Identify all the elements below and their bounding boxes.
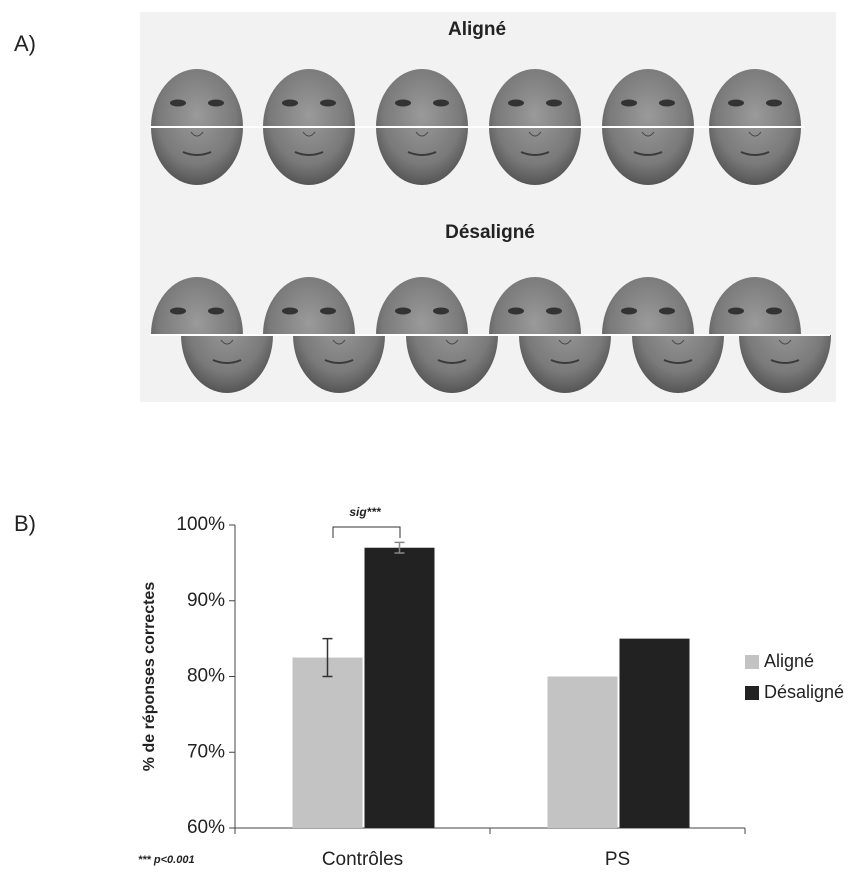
eye	[728, 100, 744, 107]
bar	[293, 658, 363, 828]
eye	[282, 308, 298, 315]
eye	[433, 100, 449, 107]
eye	[395, 308, 411, 315]
eye	[546, 100, 562, 107]
eye	[433, 308, 449, 315]
eye	[170, 100, 186, 107]
legend-label: Désaligné	[764, 682, 844, 702]
row-title: Désaligné	[445, 222, 535, 243]
footnote: *** p<0.001	[138, 854, 195, 866]
eye	[621, 308, 637, 315]
x-tick-label: Contrôles	[322, 849, 403, 870]
x-tick-label: PS	[605, 849, 630, 870]
bar	[365, 548, 435, 828]
eye	[170, 308, 186, 315]
eye	[659, 100, 675, 107]
eye	[546, 308, 562, 315]
eye	[766, 308, 782, 315]
eye	[282, 100, 298, 107]
y-tick-label: 90%	[187, 590, 225, 611]
eye	[621, 100, 637, 107]
sig-bracket	[333, 527, 400, 538]
bar	[548, 677, 618, 829]
legend-swatch	[745, 655, 759, 669]
y-tick-label: 80%	[187, 666, 225, 687]
row-title: Aligné	[448, 19, 506, 40]
annotation: sig***	[349, 505, 382, 519]
eye	[208, 100, 224, 107]
legend-label: Aligné	[764, 651, 814, 671]
legend-swatch	[745, 686, 759, 700]
y-tick-label: 70%	[187, 741, 225, 762]
eye	[766, 100, 782, 107]
figure: A) Aligné Désaligné B) 60% 70% 80% 90% 100%%…	[0, 0, 868, 876]
eye	[320, 100, 336, 107]
eye	[395, 100, 411, 107]
eye	[508, 308, 524, 315]
y-axis-label: % de réponses correctes	[141, 582, 158, 772]
bar	[620, 639, 690, 828]
panel-label: A)	[14, 31, 36, 56]
panel-label: B)	[14, 511, 36, 536]
eye	[208, 308, 224, 315]
eye	[320, 308, 336, 315]
eye	[508, 100, 524, 107]
y-tick-label: 100%	[176, 514, 225, 535]
y-tick-label: 60%	[187, 817, 225, 838]
eye	[659, 308, 675, 315]
eye	[728, 308, 744, 315]
